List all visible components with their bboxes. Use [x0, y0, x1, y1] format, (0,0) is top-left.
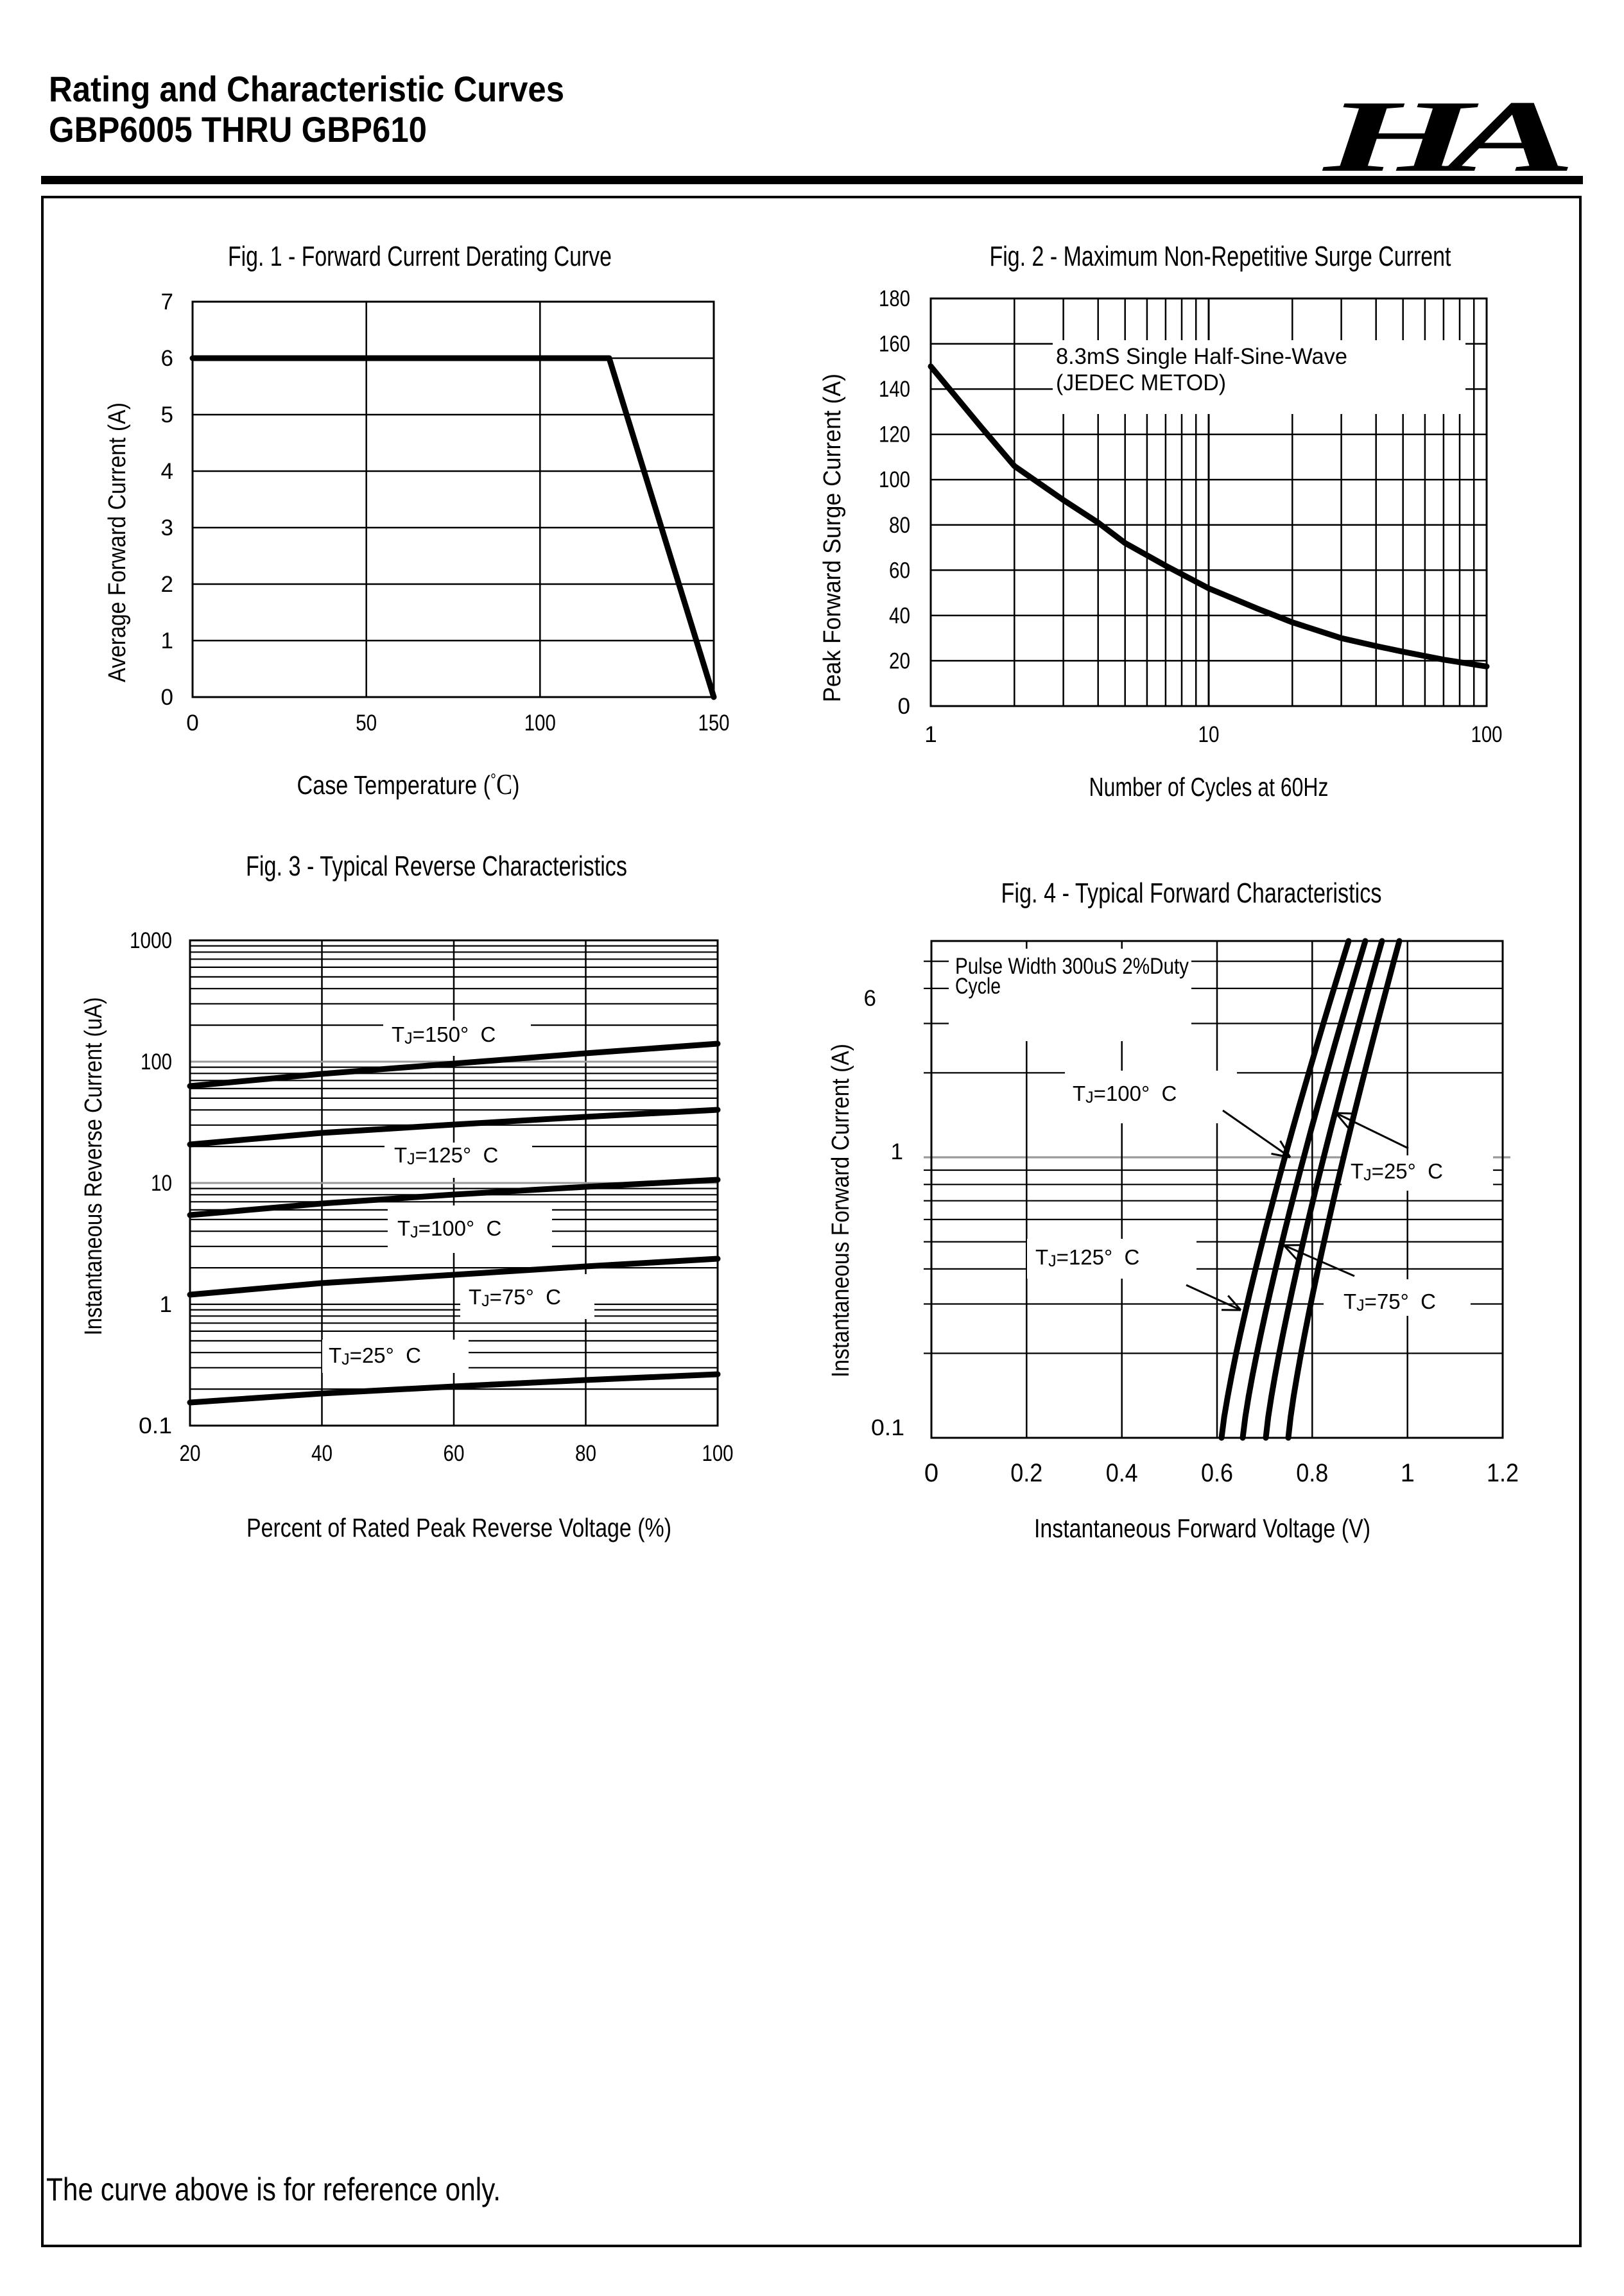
svg-text:0: 0 — [924, 1459, 938, 1487]
svg-text:80: 80 — [889, 513, 910, 538]
svg-text:Average Forward Current (A): Average Forward Current (A) — [104, 402, 131, 682]
svg-text:140: 140 — [879, 377, 910, 402]
svg-text:4: 4 — [161, 459, 173, 484]
svg-text:20: 20 — [889, 648, 910, 673]
svg-text:Rating and Characteristic Curv: Rating and Characteristic Curves — [49, 69, 564, 109]
svg-text:150: 150 — [698, 711, 730, 736]
svg-text:(JEDEC METOD): (JEDEC METOD) — [1056, 370, 1226, 395]
svg-text:TJ=75° C: TJ=75° C — [469, 1285, 561, 1310]
svg-text:50: 50 — [356, 711, 377, 736]
svg-text:Fig. 4 - Typical Forward Chara: Fig. 4 - Typical Forward Characteristics — [1001, 877, 1382, 909]
svg-text:Peak Forward Surge Current (A): Peak Forward Surge Current (A) — [819, 374, 846, 702]
svg-text:100: 100 — [524, 711, 556, 736]
svg-text:0.8: 0.8 — [1296, 1459, 1328, 1487]
svg-text:GBP6005 THRU GBP610: GBP6005 THRU GBP610 — [49, 109, 427, 150]
svg-text:8.3mS Single Half-Sine-Wave: 8.3mS Single Half-Sine-Wave — [1056, 344, 1347, 369]
svg-text:Cycle: Cycle — [955, 974, 1001, 999]
svg-text:HA: HA — [1322, 80, 1569, 193]
svg-text:60: 60 — [444, 1441, 465, 1466]
svg-text:Instantaneous Forward Voltage: Instantaneous Forward Voltage (V) — [1034, 1514, 1370, 1543]
svg-text:0.4: 0.4 — [1106, 1459, 1138, 1487]
svg-text:100: 100 — [1471, 722, 1503, 747]
svg-text:120: 120 — [879, 422, 910, 447]
svg-text:Percent of Rated Peak Reverse: Percent of Rated Peak Reverse Voltage (%… — [246, 1513, 671, 1542]
svg-text:10: 10 — [151, 1171, 172, 1196]
svg-text:7: 7 — [161, 289, 173, 315]
svg-text:0.6: 0.6 — [1201, 1459, 1233, 1487]
svg-text:5: 5 — [161, 402, 173, 427]
svg-text:TJ=150° C: TJ=150° C — [392, 1023, 496, 1048]
svg-text:6: 6 — [864, 986, 876, 1011]
svg-text:1: 1 — [891, 1139, 903, 1164]
svg-text:1: 1 — [161, 628, 173, 653]
svg-text:0: 0 — [186, 711, 198, 736]
svg-text:180: 180 — [879, 286, 910, 311]
svg-text:10: 10 — [1198, 722, 1220, 747]
svg-text:1: 1 — [1401, 1459, 1415, 1487]
svg-text:Fig. 3 - Typical Reverse Chara: Fig. 3 - Typical Reverse Characteristics — [246, 850, 627, 882]
svg-text:0.1: 0.1 — [871, 1415, 904, 1440]
svg-text:TJ=125° C: TJ=125° C — [1035, 1245, 1139, 1270]
svg-text:1.2: 1.2 — [1487, 1459, 1519, 1487]
svg-text:80: 80 — [575, 1441, 596, 1466]
svg-text:TJ=25° C: TJ=25° C — [1351, 1159, 1443, 1184]
svg-text:60: 60 — [889, 558, 910, 583]
svg-text:Fig. 2 - Maximum Non-Repetitiv: Fig. 2 - Maximum Non-Repetitive Surge Cu… — [990, 241, 1451, 272]
svg-text:100: 100 — [141, 1049, 172, 1075]
svg-text:6: 6 — [161, 346, 173, 371]
svg-text:20: 20 — [180, 1441, 201, 1466]
svg-text:Instantaneous Forward Current: Instantaneous Forward Current (A) — [827, 1044, 854, 1377]
svg-text:40: 40 — [889, 603, 910, 628]
svg-text:The curve above is for referen: The curve above is for reference only. — [46, 2171, 501, 2207]
svg-text:3: 3 — [161, 515, 173, 540]
svg-text:40: 40 — [311, 1441, 333, 1466]
svg-text:160: 160 — [879, 332, 910, 357]
svg-text:TJ=25° C: TJ=25° C — [329, 1343, 421, 1368]
svg-text:100: 100 — [702, 1441, 734, 1466]
svg-text:0: 0 — [161, 685, 173, 710]
svg-text:Number of Cycles at 60Hz: Number of Cycles at 60Hz — [1089, 772, 1329, 802]
svg-text:2: 2 — [161, 572, 173, 597]
svg-text:1: 1 — [160, 1292, 172, 1317]
svg-text:1000: 1000 — [130, 928, 172, 953]
svg-text:0: 0 — [898, 694, 910, 719]
svg-text:0.2: 0.2 — [1010, 1459, 1042, 1487]
svg-text:Case Temperature (°C): Case Temperature (°C) — [297, 768, 520, 800]
svg-text:100: 100 — [879, 467, 910, 492]
svg-text:Fig. 1 - Forward Current Derat: Fig. 1 - Forward Current Derating Curve — [228, 241, 612, 272]
svg-text:1: 1 — [924, 722, 937, 747]
svg-text:Instantaneous Reverse Current: Instantaneous Reverse Current (uA) — [80, 997, 107, 1336]
svg-text:Pulse Width 300uS 2%Duty: Pulse Width 300uS 2%Duty — [955, 954, 1189, 979]
svg-text:0.1: 0.1 — [139, 1413, 172, 1438]
